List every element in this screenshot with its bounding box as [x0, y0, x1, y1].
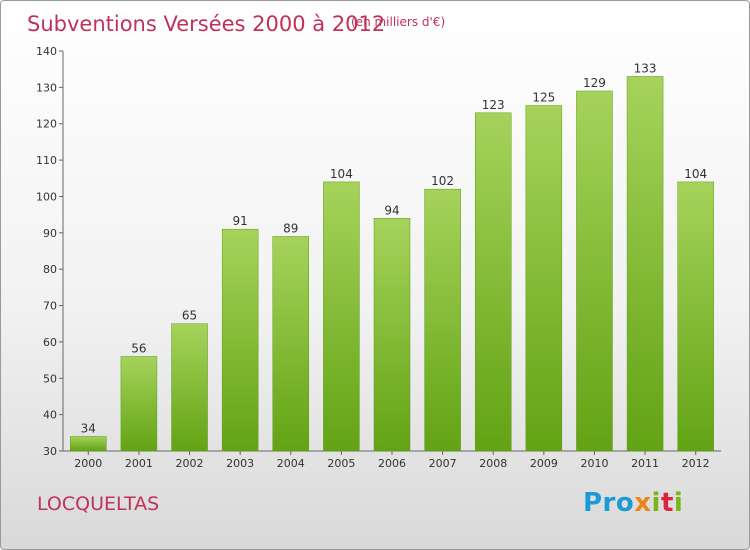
data-label: 123	[482, 98, 505, 112]
x-tick-label: 2000	[74, 457, 102, 470]
logo-part: i	[651, 488, 661, 518]
x-tick-label: 2007	[429, 457, 457, 470]
y-tick-label: 70	[43, 300, 57, 313]
x-tick-label: 2008	[479, 457, 507, 470]
logo-part: x	[634, 488, 652, 518]
data-label: 125	[532, 91, 555, 105]
data-label: 89	[283, 221, 298, 235]
data-label: 104	[330, 167, 353, 181]
y-tick-label: 90	[43, 227, 57, 240]
axes: 30 40 50 60 70 80 90 100 110 120 130 140 2000 2001 200…	[36, 45, 721, 470]
x-tick-label: 2003	[226, 457, 254, 470]
place-name: LOCQUELTAS	[37, 493, 160, 515]
proxiti-logo: Proxiti	[583, 488, 683, 518]
x-tick-label: 2001	[125, 457, 153, 470]
x-tick-label: 2006	[378, 457, 406, 470]
y-tick-label: 100	[36, 190, 57, 203]
bar	[576, 90, 613, 452]
chart-unit: (en milliers d'€)	[351, 15, 445, 29]
data-label: 102	[431, 174, 454, 188]
bar	[626, 76, 664, 452]
bar	[171, 323, 208, 452]
bar	[120, 356, 158, 452]
y-tick-label: 50	[43, 372, 57, 385]
logo-part: i	[673, 488, 684, 518]
bars	[70, 76, 714, 452]
data-label: 91	[233, 214, 248, 228]
bar	[221, 228, 259, 452]
data-label: 65	[182, 309, 197, 323]
y-tick-label: 80	[43, 263, 57, 276]
data-label: 34	[81, 421, 96, 435]
logo-part: t	[660, 488, 674, 518]
y-tick-label: 60	[43, 336, 57, 349]
data-label: 133	[634, 61, 657, 75]
x-tick-label: 2002	[176, 457, 204, 470]
y-tick-label: 130	[36, 81, 57, 94]
logo-part: Pro	[583, 488, 635, 518]
data-label: 129	[583, 76, 606, 90]
y-tick-label: 140	[36, 45, 57, 58]
y-tick-label: 30	[43, 445, 57, 458]
x-tick-label: 2004	[277, 457, 305, 470]
bar	[373, 218, 411, 452]
bar	[70, 436, 107, 452]
bar	[677, 181, 714, 452]
y-tick-label: 40	[43, 409, 57, 422]
bar	[474, 112, 512, 452]
data-label: 56	[131, 341, 146, 355]
x-tick-label: 2009	[530, 457, 558, 470]
x-tick-label: 2010	[580, 457, 608, 470]
value-labels: 34 56 65 91 89 104 94 102 123 125 129 133 104	[81, 61, 707, 435]
chart-title: Subventions Versées 2000 à 2012	[27, 12, 385, 36]
x-tick-label: 2011	[631, 457, 659, 470]
y-tick-label: 120	[36, 118, 57, 131]
y-tick-label: 110	[36, 154, 57, 167]
data-label: 104	[684, 167, 707, 181]
data-label: 94	[384, 203, 399, 217]
x-tick-label: 2005	[327, 457, 355, 470]
x-tick-label: 2012	[682, 457, 710, 470]
bar	[424, 188, 461, 452]
bar	[272, 236, 310, 452]
bar	[525, 105, 563, 452]
bar	[323, 181, 360, 452]
